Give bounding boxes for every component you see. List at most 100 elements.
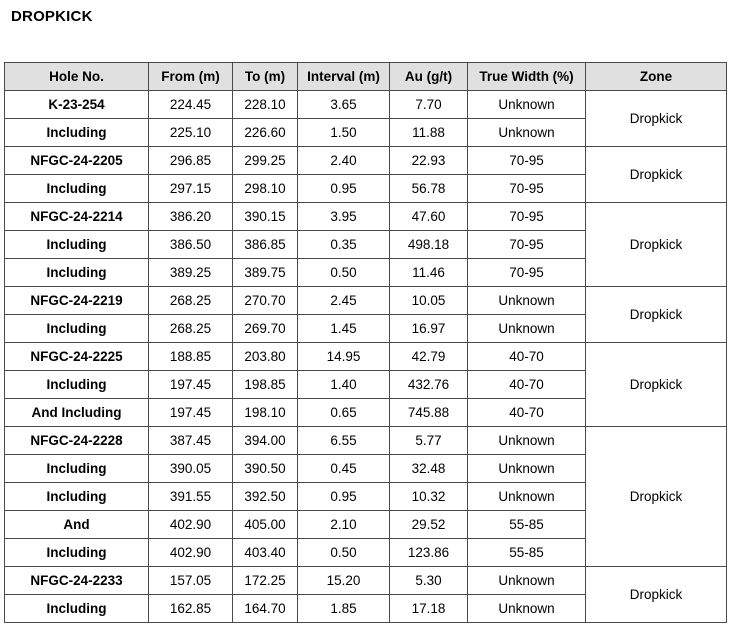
cell-true_width: Unknown [467, 454, 586, 483]
cell-interval: 1.45 [297, 314, 390, 343]
cell-true_width: Unknown [467, 482, 586, 511]
cell-from: 297.15 [148, 174, 233, 203]
cell-to: 203.80 [232, 342, 298, 371]
cell-true_width: 55-85 [467, 538, 586, 567]
cell-hole: Including [4, 230, 149, 259]
cell-zone: Dropkick [585, 566, 727, 623]
cell-from: 162.85 [148, 594, 233, 623]
table-row: NFGC-24-2228 387.45 394.00 6.55 5.77 Unknown D… [4, 426, 727, 567]
cell-au: 123.86 [389, 538, 468, 567]
drill-results-table: Hole No. From (m) To (m) Interval (m) Au (g/… [4, 62, 727, 623]
cell-true_width: Unknown [467, 118, 586, 147]
cell-from: 386.20 [148, 202, 233, 231]
cell-au: 5.30 [389, 566, 468, 595]
cell-hole: Including [4, 258, 149, 287]
column-header-zone: Zone [585, 62, 727, 91]
cell-hole: And [4, 510, 149, 539]
cell-hole: NFGC-24-2225 [4, 342, 149, 371]
cell-hole: NFGC-24-2205 [4, 146, 149, 175]
cell-zone: Dropkick [585, 146, 727, 203]
cell-hole: Including [4, 370, 149, 399]
table-row: NFGC-24-2205 296.85 299.25 2.40 22.93 70-95 Dr… [4, 146, 727, 203]
cell-au: 10.32 [389, 482, 468, 511]
cell-from: 224.45 [148, 90, 233, 119]
cell-au: 10.05 [389, 286, 468, 315]
cell-au: 17.18 [389, 594, 468, 623]
cell-true_width: 40-70 [467, 342, 586, 371]
cell-zone: Dropkick [585, 286, 727, 343]
table-row: Including 225.10 226.60 1.50 11.88 Unknown [4, 118, 727, 147]
table-row: Including 390.05 390.50 0.45 32.48 Unknown [4, 454, 727, 483]
column-header-true_width: True Width (%) [467, 62, 586, 91]
cell-interval: 0.95 [297, 482, 390, 511]
cell-au: 745.88 [389, 398, 468, 427]
cell-hole: Including [4, 118, 149, 147]
cell-from: 402.90 [148, 510, 233, 539]
cell-hole: Including [4, 174, 149, 203]
cell-from: 268.25 [148, 314, 233, 343]
table-header-row: Hole No. From (m) To (m) Interval (m) Au (g/… [4, 62, 727, 91]
cell-interval: 14.95 [297, 342, 390, 371]
cell-to: 299.25 [232, 146, 298, 175]
cell-zone: Dropkick [585, 202, 727, 287]
cell-au: 432.76 [389, 370, 468, 399]
cell-au: 7.70 [389, 90, 468, 119]
table-row: Including 297.15 298.10 0.95 56.78 70-95 [4, 174, 727, 203]
cell-interval: 0.65 [297, 398, 390, 427]
cell-interval: 0.95 [297, 174, 390, 203]
cell-to: 198.10 [232, 398, 298, 427]
table-row: NFGC-24-2219 268.25 270.70 2.45 10.05 Unknown… [4, 286, 727, 343]
cell-hole: Including [4, 314, 149, 343]
cell-to: 390.15 [232, 202, 298, 231]
cell-au: 42.79 [389, 342, 468, 371]
cell-au: 16.97 [389, 314, 468, 343]
page-title: DROPKICK [11, 8, 93, 25]
cell-true_width: 70-95 [467, 258, 586, 287]
table-row: K-23-254 224.45 228.10 3.65 7.70 Unknown Dropk… [4, 90, 727, 147]
cell-au: 32.48 [389, 454, 468, 483]
column-header-hole: Hole No. [4, 62, 149, 91]
cell-true_width: 70-95 [467, 202, 586, 231]
cell-to: 228.10 [232, 90, 298, 119]
table-row: Including 162.85 164.70 1.85 17.18 Unknown [4, 594, 727, 623]
cell-hole: NFGC-24-2233 [4, 566, 149, 595]
cell-to: 386.85 [232, 230, 298, 259]
cell-hole: Including [4, 594, 149, 623]
table-row: Including 402.90 403.40 0.50 123.86 55-85 [4, 538, 727, 567]
cell-au: 5.77 [389, 426, 468, 455]
cell-au: 56.78 [389, 174, 468, 203]
cell-au: 11.88 [389, 118, 468, 147]
cell-interval: 2.45 [297, 286, 390, 315]
cell-interval: 15.20 [297, 566, 390, 595]
cell-zone: Dropkick [585, 342, 727, 427]
cell-hole: Including [4, 538, 149, 567]
cell-from: 390.05 [148, 454, 233, 483]
cell-from: 391.55 [148, 482, 233, 511]
cell-to: 226.60 [232, 118, 298, 147]
table-row: Including 268.25 269.70 1.45 16.97 Unknown [4, 314, 727, 343]
cell-from: 197.45 [148, 398, 233, 427]
table-row: Including 391.55 392.50 0.95 10.32 Unknown [4, 482, 727, 511]
cell-true_width: 70-95 [467, 174, 586, 203]
column-header-from: From (m) [148, 62, 233, 91]
cell-interval: 3.65 [297, 90, 390, 119]
cell-to: 392.50 [232, 482, 298, 511]
cell-hole: NFGC-24-2228 [4, 426, 149, 455]
cell-au: 22.93 [389, 146, 468, 175]
cell-true_width: Unknown [467, 90, 586, 119]
column-header-au: Au (g/t) [389, 62, 468, 91]
cell-true_width: 70-95 [467, 230, 586, 259]
table-header: Hole No. From (m) To (m) Interval (m) Au (g/… [4, 62, 727, 91]
cell-from: 402.90 [148, 538, 233, 567]
cell-au: 498.18 [389, 230, 468, 259]
cell-to: 198.85 [232, 370, 298, 399]
cell-au: 11.46 [389, 258, 468, 287]
cell-true_width: 40-70 [467, 370, 586, 399]
cell-interval: 6.55 [297, 426, 390, 455]
cell-zone: Dropkick [585, 90, 727, 147]
cell-interval: 0.50 [297, 258, 390, 287]
cell-to: 172.25 [232, 566, 298, 595]
cell-zone: Dropkick [585, 426, 727, 567]
cell-from: 387.45 [148, 426, 233, 455]
